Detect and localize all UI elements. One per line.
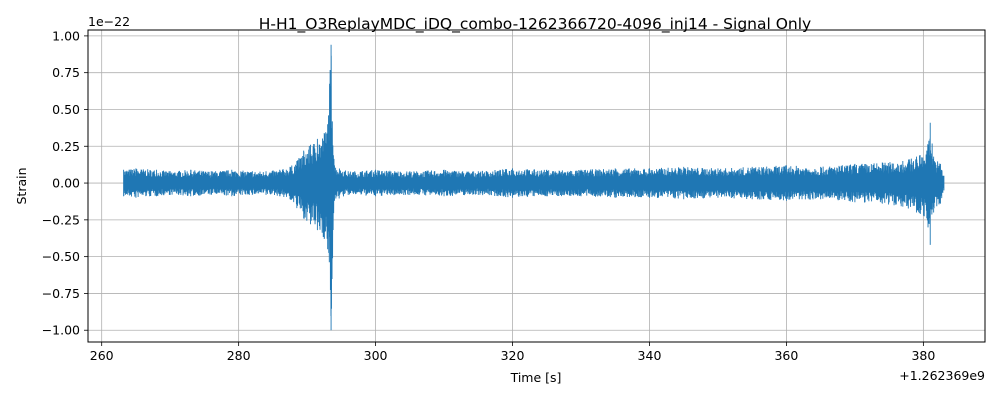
signal-line — [123, 44, 945, 331]
x-tick-label: 320 — [501, 348, 525, 363]
y-axis: −1.00 −0.75 −0.50 −0.25 0.00 0.25 0.50 0.75 1.00 — [42, 28, 88, 338]
signal-series — [123, 44, 945, 331]
x-axis: 260 280 300 320 340 360 380 — [90, 342, 935, 363]
x-tick-label: 380 — [911, 348, 935, 363]
x-tick-label: 360 — [774, 348, 798, 363]
x-axis-label: Time [s] — [510, 370, 562, 385]
y-tick-label: 1.00 — [52, 28, 80, 43]
y-tick-label: 0.00 — [52, 176, 80, 191]
x-tick-label: 260 — [90, 348, 114, 363]
y-tick-label: −0.50 — [42, 249, 80, 264]
x-offset-label: +1.262369e9 — [899, 368, 985, 383]
x-tick-label: 340 — [638, 348, 662, 363]
chart-title: H-H1_O3ReplayMDC_iDQ_combo-1262366720-40… — [259, 15, 811, 34]
y-tick-label: −1.00 — [42, 323, 80, 338]
x-tick-label: 280 — [227, 348, 251, 363]
y-tick-label: −0.25 — [42, 212, 80, 227]
y-scale-label: 1e−22 — [88, 14, 130, 29]
y-axis-label: Strain — [14, 167, 29, 204]
x-tick-label: 300 — [364, 348, 388, 363]
y-tick-label: 0.75 — [52, 65, 80, 80]
plot-frame — [87, 29, 986, 343]
y-tick-label: 0.50 — [52, 102, 80, 117]
y-tick-label: −0.75 — [42, 286, 80, 301]
y-tick-label: 0.25 — [52, 139, 80, 154]
